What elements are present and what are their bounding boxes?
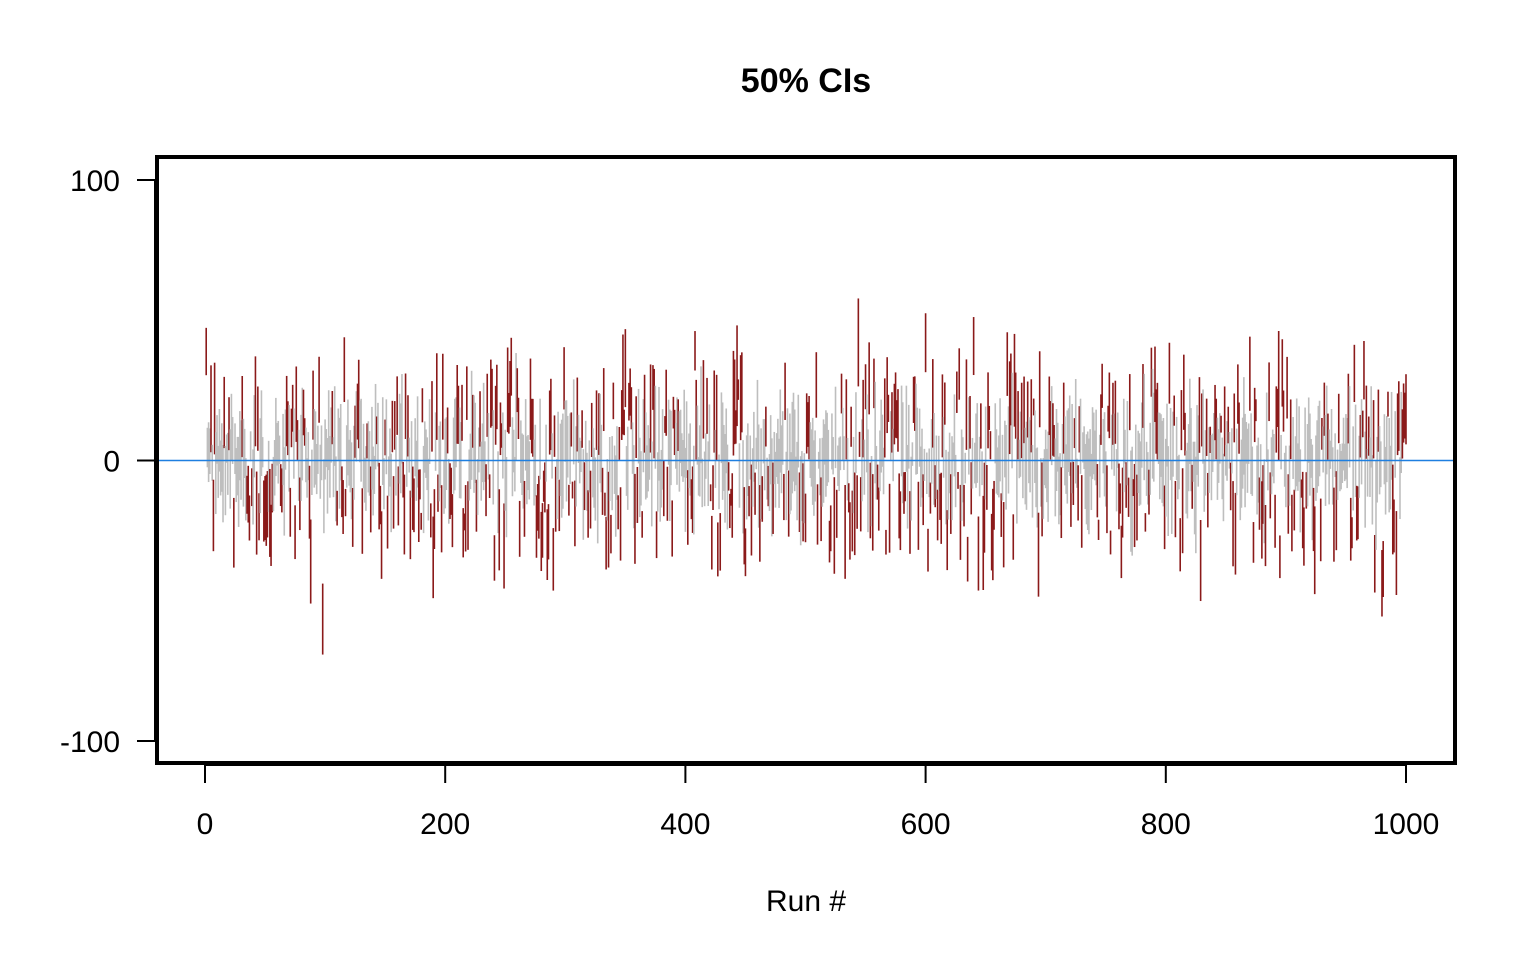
x-tick-label: 600 <box>901 808 951 841</box>
intervals-layer <box>205 298 1407 655</box>
x-tick-label: 400 <box>660 808 710 841</box>
y-tick-label: -100 <box>60 726 120 759</box>
x-tick-label: 200 <box>420 808 470 841</box>
plot-frame <box>155 155 1457 765</box>
x-tick-label: 800 <box>1141 808 1191 841</box>
x-tick-label: 0 <box>197 808 214 841</box>
chart-title: 50% CIs <box>741 62 871 100</box>
y-tick-label: 0 <box>103 446 120 479</box>
x-axis-label: Run # <box>766 885 846 918</box>
y-tick-label: 100 <box>70 165 120 198</box>
x-tick-label: 1000 <box>1373 808 1440 841</box>
y-axis: -100 0 100 <box>60 165 156 759</box>
x-axis: 0 200 400 600 800 1000 <box>197 764 1440 841</box>
